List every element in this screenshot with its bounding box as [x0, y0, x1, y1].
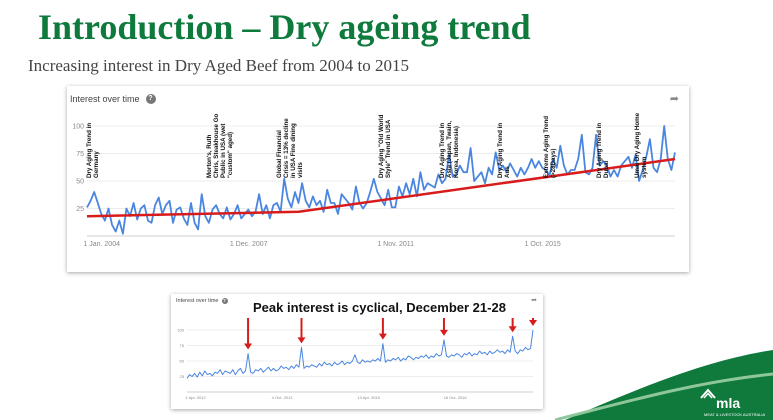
chart-header-label: Interest over time [70, 94, 140, 104]
y-tick-label: 50 [76, 178, 84, 185]
x-tick-label: 16 Oct. 2016 [444, 395, 468, 400]
y-tick-label: 75 [76, 151, 84, 158]
mla-logo-tagline: MEAT & LIVESTOCK AUSTRALIA [704, 412, 766, 417]
y-tick-label: 100 [177, 327, 184, 332]
interest-over-time-chart-2012-2016: Interest over time ? ➦ Peak interest is … [171, 294, 543, 409]
share-icon[interactable]: ➦ [669, 92, 679, 105]
y-tick-label: 25 [180, 374, 185, 379]
share-icon[interactable]: ➦ [531, 296, 537, 304]
chart-header: Interest over time ? [176, 298, 228, 304]
timeline-annotation: Extreme Aging Trend(>28Days) [543, 116, 557, 178]
timeline-annotation: Dry Aging Trend inAus [497, 123, 511, 178]
corner-decoration [555, 350, 773, 420]
x-tick-label: 1 Dec. 2007 [230, 241, 268, 248]
timeline-annotation: Dry Aging "Old WorldStyle" Trend in USA [378, 114, 392, 178]
x-tick-label: 1 Apr. 2012 [186, 395, 207, 400]
y-tick-label: 50 [180, 358, 185, 363]
timeline-annotation: Dry Aging Trend inGermany [86, 123, 100, 178]
mla-logo-text: mla [716, 395, 741, 411]
timeline-annotation: Morton's, RuthChris, Steakhouse GoPublic… [206, 113, 234, 178]
x-tick-label: 13 Apr. 2015 [357, 395, 380, 400]
peak-arrow-head [378, 333, 387, 340]
peak-arrow-head [529, 320, 537, 326]
timeline-annotation: Dry Aging Trend inAsia (Japan, Twain,Kor… [439, 121, 460, 178]
peak-interest-caption: Peak interest is cyclical, December 21-2… [253, 300, 506, 315]
chart-header-label: Interest over time [176, 298, 219, 304]
peak-arrow-head [297, 337, 306, 344]
peak-arrow-head [439, 329, 448, 336]
interest-series-line [186, 329, 534, 379]
y-tick-label: 75 [180, 343, 185, 348]
help-icon[interactable]: ? [221, 298, 228, 304]
chart-plot: 100 75 50 25 1 Apr. 2012 4 Oct. 2013 13 Apr. 2… [177, 318, 537, 400]
x-tick-label: 1 Oct. 2015 [525, 241, 561, 248]
chart-plot: 100 75 50 25 1 Jan. 2004 1 Dec. 2007 1 Nov. 20… [72, 112, 676, 248]
help-icon[interactable]: ? [145, 94, 156, 104]
slide-title: Introduction – Dry ageing trend [38, 7, 531, 47]
timeline-annotation: Dry Aging Trend inDubai [596, 123, 610, 178]
interest-over-time-chart-2004-2015: Interest over time ? ➦ 100 75 50 25 1 Jan. 2… [67, 86, 689, 272]
trend-line [86, 157, 676, 218]
slide-subtitle: Increasing interest in Dry Aged Beef fro… [28, 56, 409, 75]
y-tick-label: 100 [72, 123, 84, 130]
peak-arrow-head [244, 343, 253, 350]
interest-series-line [86, 125, 676, 235]
x-tick-label: 1 Nov. 2011 [377, 241, 414, 248]
y-tick-label: 25 [76, 206, 84, 213]
x-tick-label: 4 Oct. 2013 [272, 395, 293, 400]
x-tick-label: 1 Jan. 2004 [83, 241, 120, 248]
corner-highlight [555, 372, 773, 420]
chart-header: Interest over time ? [70, 94, 156, 104]
mla-logo-icon [700, 388, 716, 399]
timeline-annotation: Global FinancialCrisis = 13% declinein U… [276, 118, 304, 178]
timeline-annotation: Umai Dry Aging Homesystem [634, 112, 648, 178]
peak-arrow-head [508, 326, 517, 333]
